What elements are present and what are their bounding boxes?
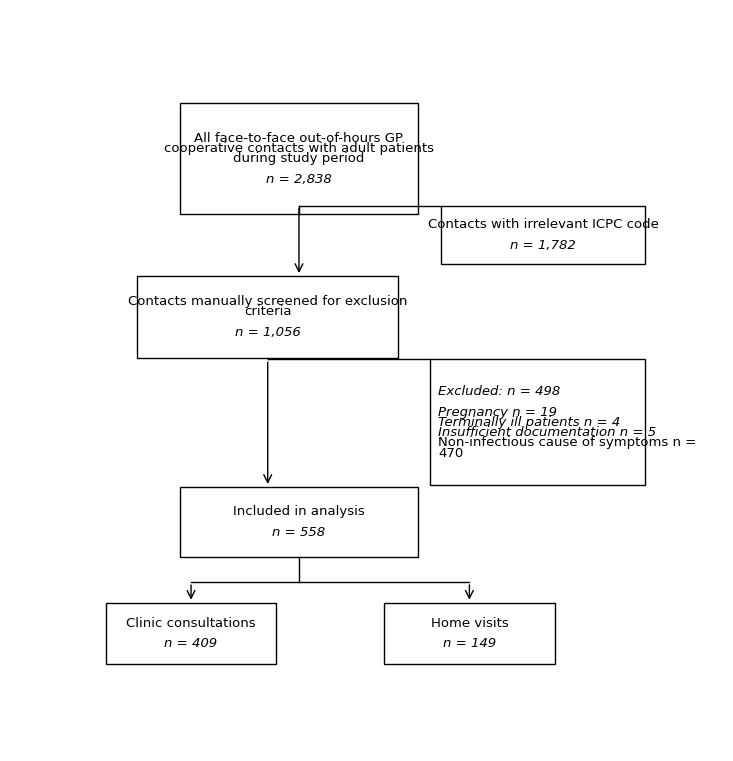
Text: n = 1,782: n = 1,782 — [510, 239, 576, 252]
Bar — [384, 603, 555, 664]
Text: n = 149: n = 149 — [443, 637, 496, 650]
Bar — [137, 276, 399, 358]
Text: Contacts manually screened for exclusion: Contacts manually screened for exclusion — [128, 295, 408, 308]
Text: Pregnancy n = 19: Pregnancy n = 19 — [438, 406, 557, 419]
Text: Insufficient documentation n = 5: Insufficient documentation n = 5 — [438, 426, 656, 439]
Text: cooperative contacts with adult patients: cooperative contacts with adult patients — [164, 142, 434, 155]
Bar — [180, 103, 419, 215]
Bar — [180, 487, 419, 557]
Text: Terminally ill patients n = 4: Terminally ill patients n = 4 — [438, 416, 620, 429]
Text: All face-to-face out-of-hours GP: All face-to-face out-of-hours GP — [194, 132, 403, 145]
Text: criteria: criteria — [244, 305, 292, 318]
Text: n = 1,056: n = 1,056 — [235, 326, 301, 339]
Bar — [106, 603, 276, 664]
Text: n = 409: n = 409 — [164, 637, 218, 650]
Text: Contacts with irrelevant ICPC code: Contacts with irrelevant ICPC code — [428, 218, 659, 231]
Text: Home visits: Home visits — [430, 616, 508, 629]
Text: Non-infectious cause of symptoms n =: Non-infectious cause of symptoms n = — [438, 436, 696, 450]
Text: Included in analysis: Included in analysis — [233, 505, 365, 518]
Text: n = 2,838: n = 2,838 — [266, 173, 332, 186]
Text: Clinic consultations: Clinic consultations — [126, 616, 256, 629]
Bar — [441, 205, 646, 264]
Text: during study period: during study period — [233, 152, 364, 165]
Bar — [430, 359, 646, 486]
Text: n = 558: n = 558 — [273, 526, 325, 539]
Text: Excluded: n = 498: Excluded: n = 498 — [438, 385, 561, 398]
Text: 470: 470 — [438, 447, 463, 460]
